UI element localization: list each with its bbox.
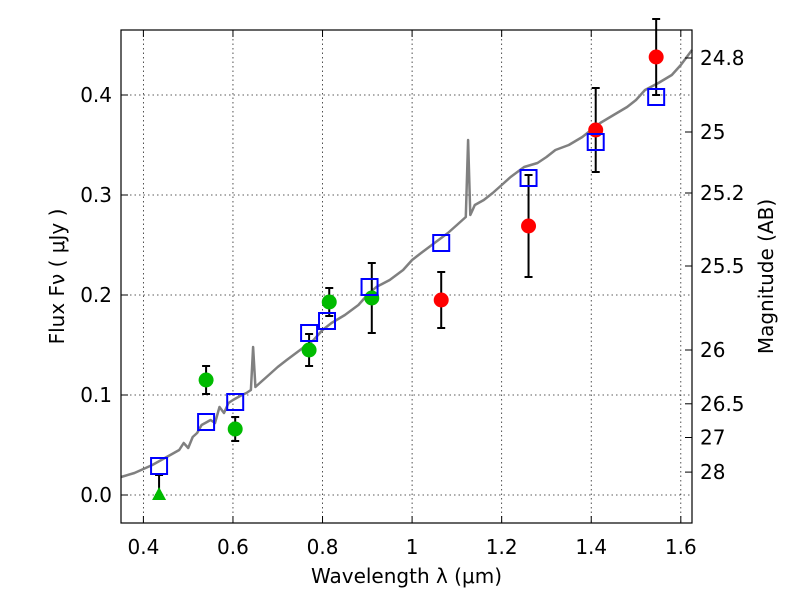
x-tick-label: 1.6 bbox=[665, 535, 697, 559]
data-point bbox=[198, 372, 214, 388]
x-tick-label: 1.2 bbox=[486, 535, 518, 559]
mag-tick-label: 28 bbox=[700, 460, 725, 484]
data-point bbox=[521, 218, 537, 234]
data-point bbox=[433, 292, 449, 308]
y-tick-label: 0.2 bbox=[80, 283, 112, 307]
model-photometry-marker bbox=[197, 413, 216, 431]
grid bbox=[121, 30, 692, 523]
upper-limit-marker bbox=[152, 487, 167, 500]
mag-tick-label: 25 bbox=[700, 120, 725, 144]
model-photometry-marker bbox=[360, 278, 379, 296]
y-axis-right-label: Magnitude (AB) bbox=[754, 199, 778, 354]
y-tick-label: 0.3 bbox=[80, 183, 112, 207]
data-point bbox=[227, 421, 243, 437]
model-photometry-marker bbox=[150, 457, 169, 475]
data-point bbox=[321, 294, 337, 310]
x-tick-label: 1.4 bbox=[575, 535, 607, 559]
model-photometry-marker bbox=[300, 324, 319, 342]
model-photometry-marker bbox=[519, 169, 538, 187]
x-tick-label: 0.6 bbox=[217, 535, 249, 559]
mag-tick-label: 25.2 bbox=[700, 181, 745, 205]
ticks: 0.4 0.6 0.8 1 1.2 1.4 1.6 0.0 0.1 0.2 0.3 0.4 24.8 25… bbox=[80, 30, 745, 559]
mag-tick-label: 25.5 bbox=[700, 254, 745, 278]
mag-tick-label: 27 bbox=[700, 426, 725, 450]
model-photometry-marker bbox=[226, 393, 245, 411]
model-photometry-marker bbox=[586, 133, 605, 151]
x-tick-label: 0.8 bbox=[307, 535, 339, 559]
model-photometry-marker bbox=[318, 312, 337, 330]
data-point bbox=[588, 122, 604, 138]
plot-frame bbox=[120, 29, 693, 524]
plot-area bbox=[120, 18, 694, 500]
y-tick-label: 0.4 bbox=[80, 83, 112, 107]
data-point bbox=[648, 49, 664, 65]
mag-tick-label: 26 bbox=[700, 338, 725, 362]
mag-tick-label: 24.8 bbox=[700, 46, 745, 70]
mag-tick-label: 26.5 bbox=[700, 392, 745, 416]
y-tick-label: 0.1 bbox=[80, 383, 112, 407]
model-photometry-marker bbox=[647, 88, 666, 106]
x-tick-label: 1 bbox=[406, 535, 419, 559]
y-tick-label: 0.0 bbox=[80, 483, 112, 507]
x-axis-label: Wavelength λ (μm) bbox=[311, 564, 502, 588]
y-axis-label: Flux Fν ( μJy ) bbox=[45, 209, 69, 345]
data-point bbox=[301, 342, 317, 358]
model-spectrum-line bbox=[120, 49, 694, 479]
model-photometry-marker bbox=[432, 234, 451, 252]
x-tick-label: 0.4 bbox=[127, 535, 159, 559]
